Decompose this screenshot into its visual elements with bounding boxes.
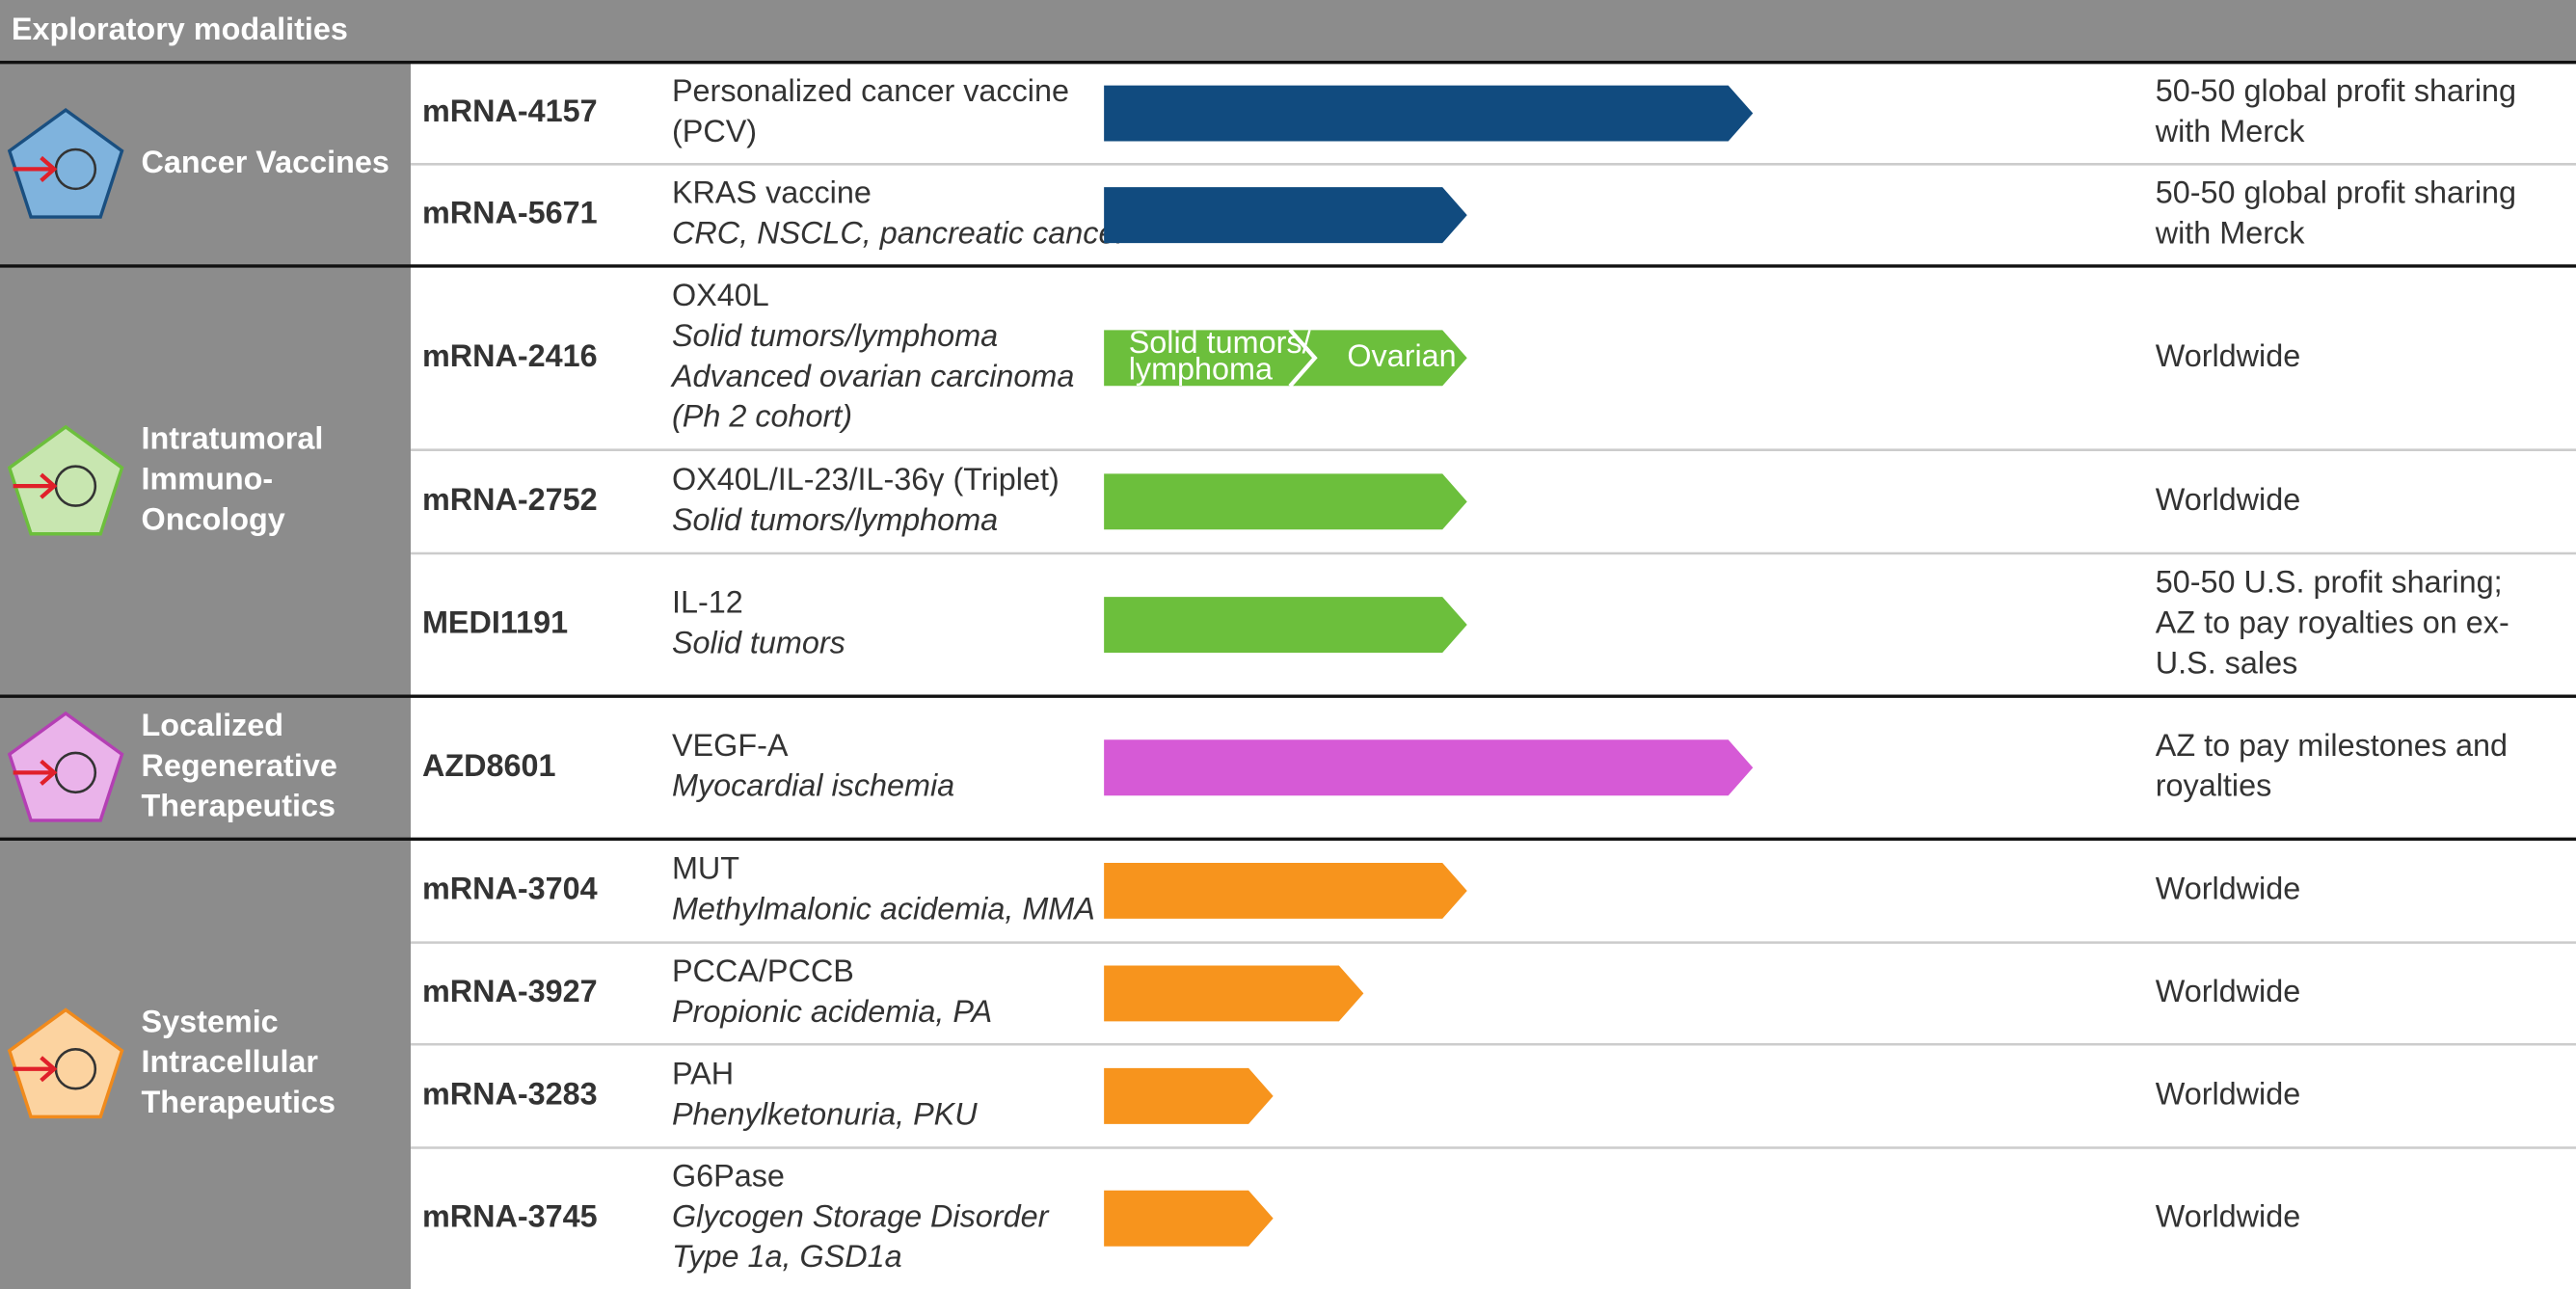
partner-terms: 50-50 U.S. profit sharing; <box>2156 565 2503 600</box>
partner-terms: with Merck <box>2155 216 2305 251</box>
row-bg <box>411 1147 2576 1289</box>
progress-bar <box>1104 330 1315 387</box>
partner-terms: 50-50 global profit sharing <box>2156 175 2516 210</box>
row-bg <box>411 552 2576 697</box>
group-icon <box>7 711 124 822</box>
group-name: Immuno- <box>142 462 274 497</box>
program-id: mRNA-2752 <box>422 482 598 517</box>
group-name: Therapeutics <box>142 1085 335 1119</box>
group-icon <box>7 1007 124 1119</box>
program-id: mRNA-3927 <box>422 974 598 1008</box>
program-id: mRNA-4157 <box>422 94 598 128</box>
program-id: mRNA-5671 <box>422 196 598 230</box>
group-icon <box>7 108 124 219</box>
group-name: Therapeutics <box>142 789 335 823</box>
partner-terms: Worldwide <box>2156 974 2301 1008</box>
icon-arrow-head <box>40 759 58 786</box>
program-id: MEDI1191 <box>422 605 568 640</box>
row-bg <box>411 265 2576 450</box>
icon-arrow-head <box>40 472 58 499</box>
indication: Solid tumors/lymphoma <box>672 502 998 537</box>
progress-bar <box>1104 187 1467 244</box>
progress-bar <box>1104 1190 1274 1247</box>
progress-bar <box>1104 597 1467 654</box>
icon-arrow-head <box>40 1056 58 1083</box>
indication: Myocardial ischemia <box>672 768 954 803</box>
target: G6Pase <box>672 1158 785 1193</box>
target: (PCV) <box>672 114 757 148</box>
indication: Propionic acidemia, PA <box>672 994 992 1029</box>
bar-label: Ovarian <box>1347 338 1456 373</box>
partner-terms: Worldwide <box>2156 482 2301 517</box>
progress-bar <box>1293 330 1467 387</box>
target: OX40L <box>672 278 769 312</box>
bar-label: Solid tumors/ <box>1129 325 1311 360</box>
program-id: mRNA-3745 <box>422 1198 598 1233</box>
partner-terms: U.S. sales <box>2156 646 2298 681</box>
progress-bar <box>1104 965 1364 1022</box>
group-name: Cancer Vaccines <box>142 145 389 179</box>
group-name: Systemic <box>142 1004 279 1038</box>
partner-terms: with Merck <box>2155 114 2305 148</box>
progress-bar <box>1104 739 1754 796</box>
group-name: Intratumoral <box>142 421 324 456</box>
icon-arrow-head <box>40 155 58 182</box>
program-id: mRNA-3283 <box>422 1076 598 1111</box>
target: PAH <box>672 1056 734 1090</box>
group-name: Localized <box>142 708 283 742</box>
partner-terms: royalties <box>2156 768 2272 803</box>
indication: Methylmalonic acidemia, MMA <box>672 891 1095 926</box>
partner-terms: AZ to pay milestones and <box>2156 728 2508 763</box>
row-bg <box>411 942 2576 1045</box>
bar-label: lymphoma <box>1129 351 1273 386</box>
group-icon <box>7 424 124 536</box>
row-bg <box>411 1044 2576 1148</box>
group-name: Oncology <box>142 501 285 536</box>
header-title: Exploratory modalities <box>12 12 348 46</box>
indication: (Ph 2 cohort) <box>672 399 852 434</box>
row-bg <box>411 164 2576 266</box>
target: VEGF-A <box>672 728 789 763</box>
progress-bar <box>1104 863 1467 919</box>
group-name: Intracellular <box>142 1044 319 1079</box>
row-bg <box>411 839 2576 943</box>
indication: Phenylketonuria, PKU <box>672 1096 978 1131</box>
target: KRAS vaccine <box>672 175 872 210</box>
indication: Solid tumors/lymphoma <box>672 318 998 353</box>
header-bar <box>0 0 2576 63</box>
progress-bar <box>1104 473 1467 530</box>
bar-divider <box>1288 329 1317 388</box>
target: OX40L/IL-23/IL-36γ (Triplet) <box>672 462 1060 497</box>
indication: Solid tumors <box>672 626 845 660</box>
target: PCCA/PCCB <box>672 953 854 988</box>
indication: CRC, NSCLC, pancreatic cancer <box>672 216 1128 251</box>
row-bg <box>411 449 2576 553</box>
target: Personalized cancer vaccine <box>672 73 1069 108</box>
partner-terms: AZ to pay royalties on ex- <box>2156 605 2509 640</box>
target: MUT <box>672 851 739 886</box>
indication: Type 1a, GSD1a <box>672 1239 902 1274</box>
progress-bar <box>1104 1067 1274 1124</box>
partner-terms: Worldwide <box>2156 1076 2301 1111</box>
group-name: Regenerative <box>142 748 337 783</box>
program-id: mRNA-3704 <box>422 872 598 906</box>
partner-terms: 50-50 global profit sharing <box>2156 73 2516 108</box>
partner-terms: Worldwide <box>2156 872 2301 906</box>
partner-terms: Worldwide <box>2156 1198 2301 1233</box>
target: IL-12 <box>672 585 743 620</box>
program-id: AZD8601 <box>422 748 556 783</box>
progress-bar <box>1104 85 1754 142</box>
partner-terms: Worldwide <box>2156 338 2301 373</box>
indication: Advanced ovarian carcinoma <box>670 359 1074 393</box>
indication: Glycogen Storage Disorder <box>672 1198 1050 1233</box>
program-id: mRNA-2416 <box>422 338 598 373</box>
